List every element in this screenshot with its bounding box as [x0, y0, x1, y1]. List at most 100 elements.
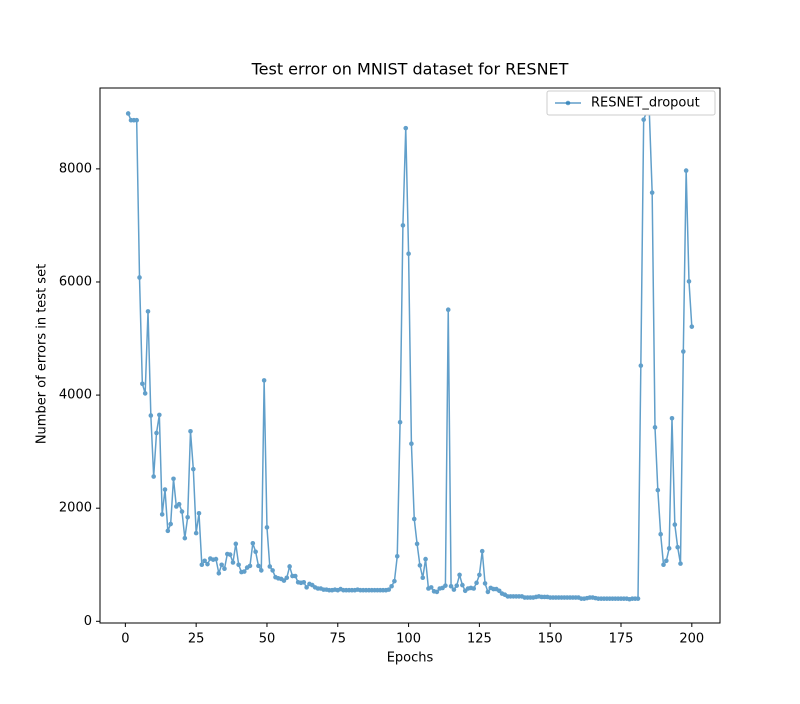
point — [400, 223, 406, 228]
point — [261, 378, 267, 383]
x-tick-label: 100 — [396, 632, 421, 647]
legend-marker — [565, 100, 571, 106]
point — [219, 562, 224, 568]
x-tick-label: 175 — [609, 632, 634, 647]
point — [403, 125, 409, 131]
x-tick-label: 125 — [467, 632, 492, 647]
point — [411, 516, 417, 522]
point — [256, 563, 261, 569]
point — [683, 168, 689, 173]
point — [171, 476, 176, 482]
x-tick-label: 75 — [330, 632, 347, 647]
point — [196, 510, 202, 516]
point — [482, 581, 488, 586]
y-tick-label: 6000 — [59, 274, 92, 289]
point — [394, 553, 400, 559]
point — [148, 413, 154, 418]
point — [216, 570, 222, 576]
point — [658, 531, 663, 537]
point — [259, 568, 264, 573]
point — [134, 117, 139, 123]
point — [652, 425, 658, 430]
point — [193, 530, 199, 536]
point — [188, 428, 193, 434]
point — [641, 117, 646, 122]
point — [159, 512, 165, 517]
x-tick-label: 200 — [679, 632, 704, 647]
point — [420, 575, 426, 581]
x-axis-label: Epochs — [387, 651, 434, 666]
point — [154, 430, 159, 436]
point — [414, 541, 420, 547]
point — [496, 588, 502, 594]
y-axis-label: Number of errors in test set — [35, 264, 50, 444]
point — [417, 563, 423, 568]
point — [253, 549, 258, 555]
point — [669, 415, 675, 421]
point — [397, 419, 403, 425]
y-tick-label: 2000 — [59, 501, 92, 516]
point — [125, 111, 131, 116]
point — [389, 583, 394, 589]
y-tick-label: 4000 — [59, 388, 92, 403]
point — [672, 522, 678, 527]
point — [460, 582, 465, 588]
point — [165, 528, 171, 534]
point — [443, 583, 448, 588]
point — [675, 544, 680, 550]
point — [666, 546, 672, 551]
point — [655, 487, 661, 493]
y-tick-label: 0 — [84, 614, 92, 629]
point — [185, 514, 190, 520]
point — [267, 564, 273, 569]
point — [485, 589, 491, 595]
point — [292, 573, 298, 579]
point — [638, 363, 644, 368]
point — [479, 548, 485, 554]
point — [287, 564, 292, 569]
point — [678, 561, 683, 566]
point — [176, 501, 182, 507]
point — [477, 572, 482, 578]
point — [182, 535, 188, 541]
point — [434, 589, 440, 595]
point — [423, 556, 428, 562]
point — [664, 558, 669, 564]
point — [199, 562, 205, 568]
point — [205, 561, 210, 567]
point — [162, 487, 168, 492]
point — [140, 381, 145, 387]
point — [409, 441, 414, 447]
point — [242, 569, 247, 574]
point — [681, 349, 686, 354]
legend-label: RESNET_dropout — [591, 96, 700, 111]
chart-title: Test error on MNIST dataset for RESNET — [251, 60, 569, 79]
x-tick-label: 0 — [121, 632, 129, 647]
point — [471, 586, 477, 591]
point — [392, 578, 397, 584]
point — [689, 324, 695, 329]
point — [137, 275, 142, 280]
point — [474, 580, 479, 586]
point — [142, 391, 148, 396]
point — [406, 251, 411, 257]
point — [230, 560, 236, 565]
point — [191, 466, 196, 472]
point — [281, 578, 287, 583]
point — [202, 558, 207, 564]
point — [304, 585, 309, 590]
point — [250, 540, 256, 546]
point — [157, 412, 162, 418]
point — [270, 568, 275, 573]
point — [649, 190, 655, 195]
point — [233, 541, 239, 547]
point — [284, 575, 290, 581]
point — [236, 562, 241, 568]
point — [386, 587, 392, 592]
series — [125, 110, 695, 602]
point — [301, 579, 307, 585]
point — [451, 587, 457, 592]
x-tick-label: 25 — [188, 632, 205, 647]
